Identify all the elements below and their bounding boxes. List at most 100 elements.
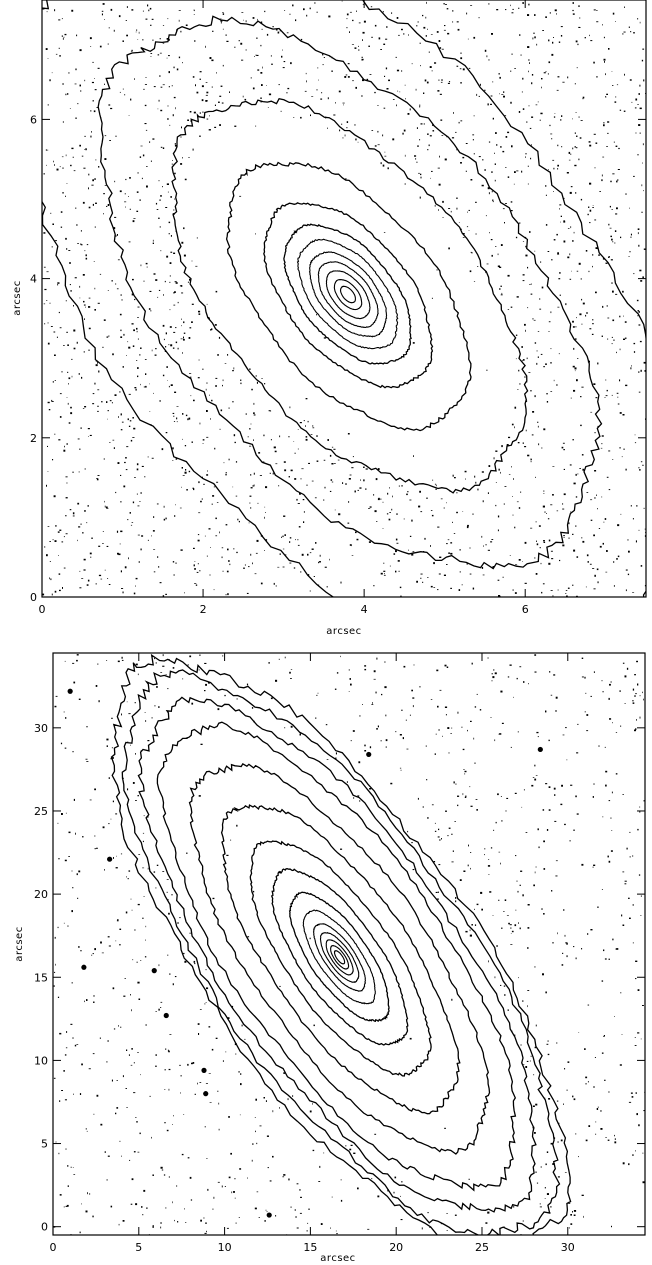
noise-speck [146, 266, 148, 268]
noise-speck [282, 49, 283, 51]
noise-speck [590, 411, 593, 413]
noise-speck [470, 852, 472, 853]
noise-speck [206, 1230, 207, 1233]
noise-speck [378, 37, 381, 40]
noise-speck [79, 297, 81, 299]
noise-speck [119, 928, 122, 930]
noise-speck [608, 256, 610, 258]
noise-speck [206, 987, 209, 990]
noise-speck [283, 1174, 286, 1176]
noise-speck [423, 123, 425, 125]
noise-speck [193, 564, 195, 567]
noise-speck [135, 663, 138, 666]
contour-level [220, 804, 461, 1115]
noise-speck [528, 70, 529, 73]
noise-speck [456, 21, 459, 23]
noise-speck [131, 293, 134, 296]
noise-speck [209, 574, 211, 576]
noise-speck [43, 232, 46, 234]
noise-speck [130, 439, 133, 442]
noise-speck [526, 121, 528, 123]
noise-speck [615, 21, 616, 22]
noise-speck [87, 579, 90, 582]
noise-speck [545, 1163, 547, 1166]
noise-speck [272, 1110, 274, 1113]
noise-speck [385, 38, 388, 40]
noise-speck [85, 1128, 87, 1130]
noise-speck [201, 85, 204, 88]
noise-speck [574, 132, 576, 134]
noise-speck [121, 777, 124, 779]
noise-speck [553, 379, 555, 382]
noise-speck [594, 167, 596, 169]
noise-speck [284, 10, 286, 11]
noise-speck [143, 88, 145, 90]
noise-speck [404, 154, 406, 157]
noise-speck [606, 389, 608, 392]
noise-speck [614, 1016, 615, 1017]
noise-speck [327, 127, 328, 129]
noise-speck [324, 566, 327, 568]
noise-speck [466, 226, 469, 228]
noise-speck [409, 535, 412, 537]
noise-speck [162, 654, 164, 657]
noise-speck [126, 34, 128, 37]
noise-speck [43, 303, 46, 305]
noise-speck [535, 104, 538, 106]
noise-speck [128, 241, 131, 243]
noise-speck [136, 468, 139, 471]
noise-speck [256, 1191, 259, 1193]
noise-speck [108, 945, 111, 947]
noise-speck [603, 36, 605, 39]
noise-speck [569, 191, 572, 194]
noise-speck [162, 665, 165, 667]
noise-speck [74, 83, 77, 85]
noise-speck [595, 1133, 597, 1135]
noise-speck [140, 548, 142, 551]
noise-speck [521, 91, 523, 93]
noise-speck [259, 1125, 262, 1127]
noise-speck [540, 353, 543, 355]
noise-speck [562, 544, 565, 547]
noise-speck [128, 346, 131, 349]
noise-speck [104, 185, 107, 186]
noise-speck [76, 224, 78, 226]
noise-speck [377, 130, 379, 133]
noise-speck [189, 932, 191, 934]
noise-speck [268, 662, 270, 664]
noise-speck [398, 570, 400, 572]
noise-speck [183, 254, 186, 257]
noise-speck [604, 518, 607, 520]
noise-speck [59, 1194, 62, 1196]
noise-speck [341, 123, 343, 125]
noise-speck [637, 154, 639, 156]
noise-speck [194, 583, 197, 584]
noise-speck [179, 917, 181, 919]
noise-speck [217, 1181, 220, 1183]
noise-speck [127, 878, 129, 880]
noise-speck [422, 14, 424, 17]
noise-speck [217, 1090, 219, 1092]
noise-speck [285, 554, 287, 556]
noise-speck [556, 89, 559, 91]
noise-speck [159, 400, 161, 402]
noise-speck [545, 185, 547, 187]
noise-speck [64, 1054, 67, 1056]
noise-speck [194, 9, 195, 12]
noise-speck [183, 336, 184, 339]
noise-speck [557, 252, 559, 255]
noise-speck [177, 347, 179, 350]
contour-level [317, 261, 379, 329]
noise-speck [81, 578, 84, 579]
noise-speck [452, 850, 454, 852]
noise-speck [124, 978, 126, 979]
noise-speck [499, 93, 500, 95]
noise-speck [590, 519, 593, 521]
noise-speck [132, 437, 135, 438]
noise-speck [70, 412, 73, 415]
noise-speck [557, 144, 559, 147]
noise-speck [491, 190, 493, 193]
noise-speck [114, 180, 116, 183]
noise-speck [214, 447, 216, 450]
noise-speck [459, 549, 461, 551]
